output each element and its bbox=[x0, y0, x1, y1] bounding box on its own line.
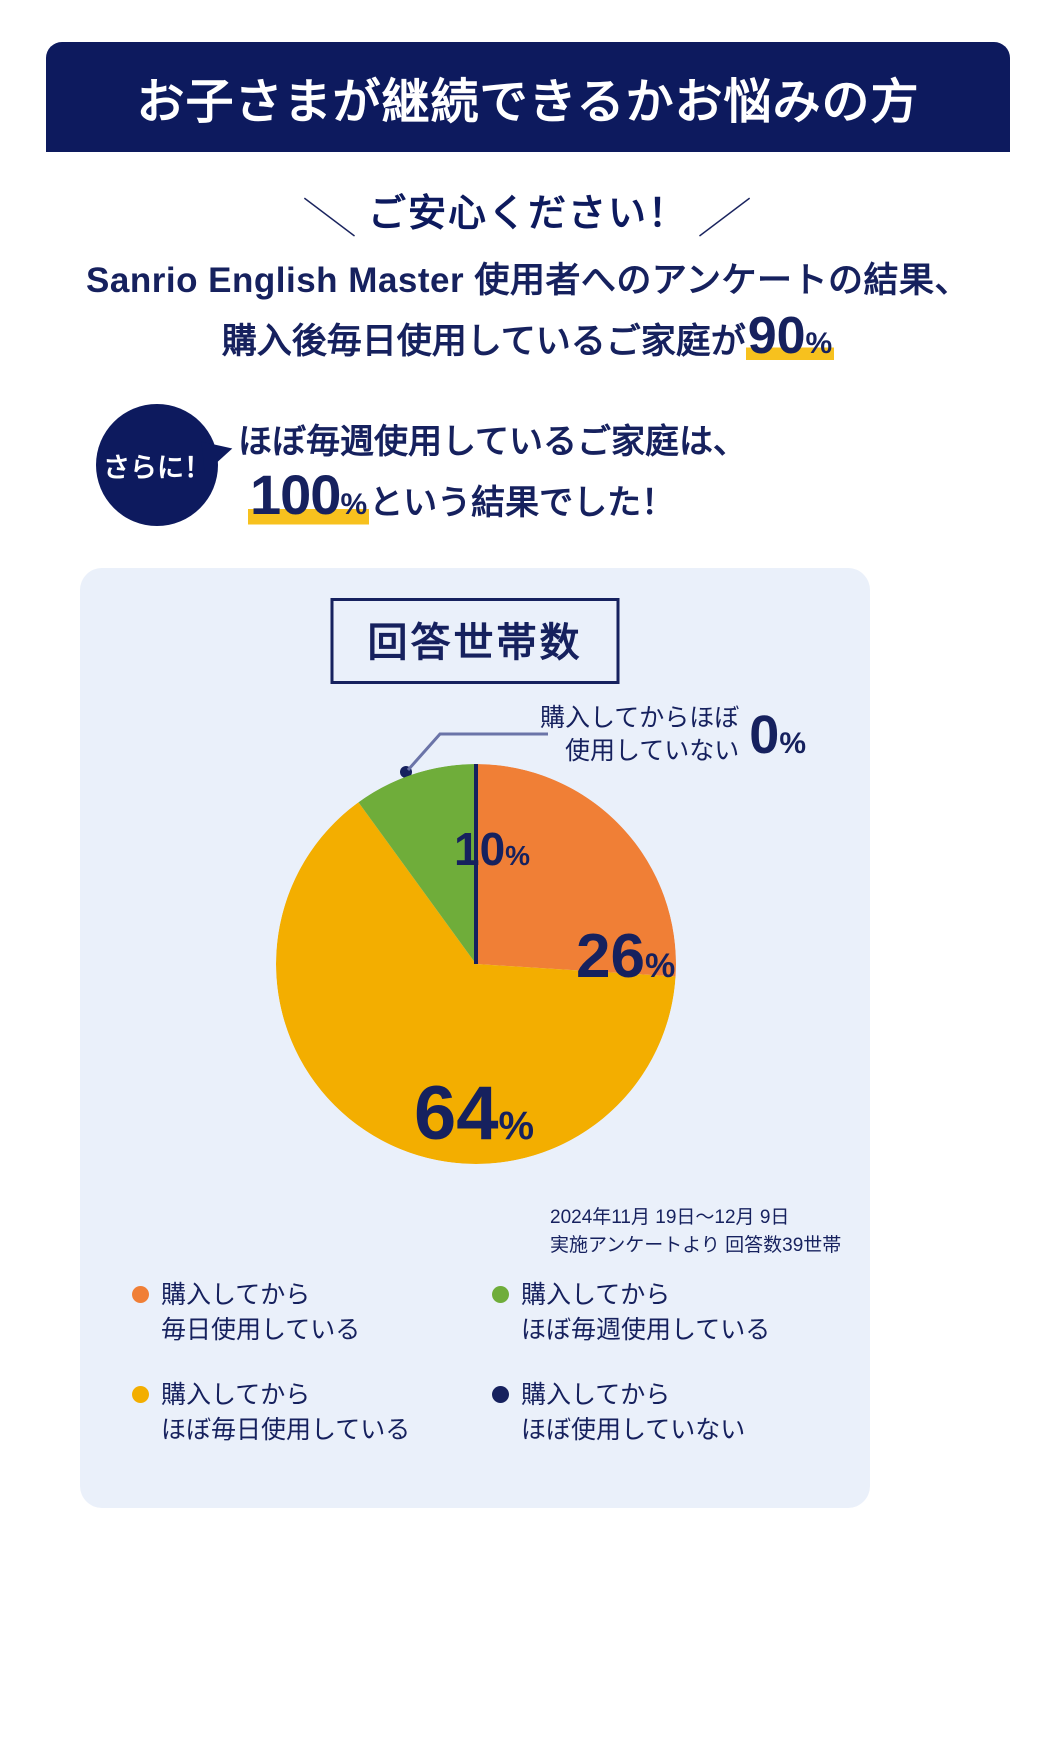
chart-legend: 購入してから 毎日使用している 購入してから ほぼ毎週使用している 購入してから… bbox=[132, 1278, 832, 1448]
lead-line-2-prefix: 購入後毎日使用しているご家庭が bbox=[221, 322, 746, 361]
slash-right-decor: ／ bbox=[695, 195, 755, 243]
legend-item-almost-daily: 購入してから ほぼ毎日使用している bbox=[132, 1378, 472, 1448]
legend-dot-icon bbox=[132, 1386, 149, 1403]
slice-label-10: 10% bbox=[454, 826, 530, 872]
legend-dot-icon bbox=[492, 1386, 509, 1403]
chart-footnote: 2024年11月 19日〜12月 9日 実施アンケートより 回答数39世帯 bbox=[550, 1204, 850, 1259]
pie-svg bbox=[276, 764, 676, 1164]
pie-slices bbox=[276, 764, 676, 1164]
slash-left-decor: ＼ bbox=[301, 195, 361, 243]
callout-value-group: 0% bbox=[749, 708, 806, 762]
chart-card: 回答世帯数 購入してからほぼ 使用していない 0% 10% 26% 64% 2 bbox=[80, 568, 870, 1508]
slice-label-64: 64% bbox=[414, 1076, 534, 1152]
stat-90-unit: % bbox=[805, 327, 833, 360]
footnote-line-1: 2024年11月 19日〜12月 9日 bbox=[550, 1207, 790, 1228]
slice-value-26: 26 bbox=[576, 922, 645, 991]
further-badge-label: さらに！ bbox=[103, 452, 211, 483]
legend-label: 購入してから ほぼ毎週使用している bbox=[521, 1281, 771, 1344]
further-line-2: 100%という結果でした！ bbox=[248, 462, 675, 527]
legend-label: 購入してから ほぼ使用していない bbox=[521, 1381, 746, 1444]
chart-title: 回答世帯数 bbox=[367, 621, 583, 665]
legend-item-not-used: 購入してから ほぼ使用していない bbox=[492, 1378, 832, 1448]
legend-label: 購入してから 毎日使用している bbox=[161, 1281, 361, 1344]
legend-item-daily: 購入してから 毎日使用している bbox=[132, 1278, 472, 1348]
zero-percent-callout: 購入してからほぼ 使用していない 0% bbox=[540, 702, 806, 767]
stat-100-unit: % bbox=[340, 488, 368, 521]
callout-label-line-2: 使用していない bbox=[565, 736, 740, 765]
legend-label: 購入してから ほぼ毎日使用している bbox=[161, 1381, 411, 1444]
pie-slice bbox=[358, 764, 476, 964]
legend-item-weekly: 購入してから ほぼ毎週使用している bbox=[492, 1278, 832, 1348]
highlight-100: 100% bbox=[248, 462, 370, 527]
callout-value: 0 bbox=[749, 704, 780, 765]
lead-line-1: Sanrio English Master 使用者へのアンケートの結果、 bbox=[86, 261, 970, 300]
lead-line-2: 購入後毎日使用しているご家庭が90% bbox=[0, 310, 1056, 364]
chart-title-box: 回答世帯数 bbox=[330, 598, 620, 684]
assurance-line: ＼ ご安心ください！／ bbox=[0, 182, 1056, 246]
slice-value-64: 64 bbox=[414, 1071, 499, 1156]
pie-slice bbox=[276, 802, 676, 1164]
slice-value-10: 10 bbox=[454, 823, 506, 875]
further-suffix: という結果でした！ bbox=[369, 484, 676, 522]
slice-unit-10: % bbox=[505, 840, 531, 871]
highlight-90: 90% bbox=[745, 307, 835, 365]
assurance-text: ご安心ください！ bbox=[367, 193, 688, 235]
footnote-line-2: 実施アンケートより 回答数39世帯 bbox=[550, 1234, 842, 1256]
pie-slice bbox=[476, 764, 676, 977]
stat-90-value: 90 bbox=[747, 307, 806, 365]
banner-title: お子さまが継続できるかお悩みの方 bbox=[136, 76, 920, 129]
slice-unit-64: % bbox=[498, 1104, 535, 1148]
further-badge-tail-icon bbox=[201, 438, 235, 474]
callout-unit: % bbox=[779, 726, 806, 760]
callout-label-line-1: 購入してからほぼ bbox=[540, 704, 740, 732]
callout-label: 購入してからほぼ 使用していない bbox=[540, 702, 739, 767]
slice-label-26: 26% bbox=[576, 926, 675, 988]
further-badge: さらに！ bbox=[96, 404, 218, 526]
further-line-1: ほぼ毎週使用しているご家庭は、 bbox=[238, 423, 747, 461]
pie-chart: 10% 26% 64% bbox=[276, 764, 676, 1164]
legend-dot-icon bbox=[132, 1286, 149, 1303]
slice-unit-26: % bbox=[644, 947, 676, 985]
stat-100-value: 100 bbox=[250, 463, 341, 526]
header-banner: お子さまが継続できるかお悩みの方 bbox=[46, 42, 1010, 152]
legend-dot-icon bbox=[492, 1286, 509, 1303]
